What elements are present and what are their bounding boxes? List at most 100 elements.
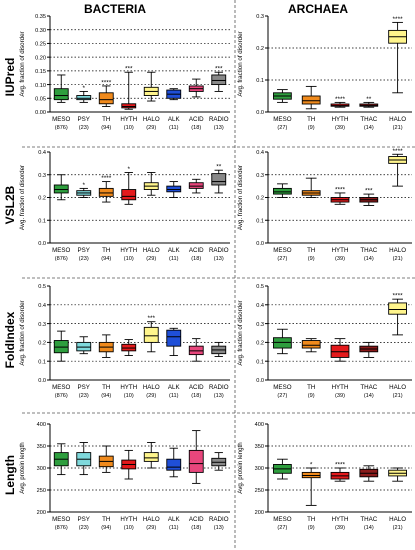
sample-count-label: (876) (55, 125, 68, 131)
box-th (98, 334, 114, 358)
x-tick-label: THAC (360, 384, 377, 391)
box-th (98, 445, 114, 473)
sample-count-label: (10) (124, 393, 134, 399)
significance-stars: * (82, 182, 85, 189)
y-tick-label: 0.5 (38, 284, 46, 290)
sample-count-label: (27) (277, 125, 287, 131)
box-halo: **** (388, 16, 407, 94)
y-tick-label: 0.3 (256, 14, 264, 20)
x-tick-label: TH (307, 384, 315, 391)
y-tick-label: 250 (255, 488, 264, 494)
box-meso (53, 330, 69, 362)
box-meso (53, 74, 69, 103)
x-tick-label: ALK (168, 116, 181, 123)
y-tick-label: 0.1 (256, 78, 264, 84)
x-tick-label: RADIO (209, 516, 229, 523)
y-tick-label: 0.2 (256, 341, 264, 347)
box-iqr (143, 326, 159, 343)
sample-count-label: (9) (308, 256, 315, 262)
significance-stars: * (82, 85, 85, 92)
x-tick-label: HYTH (120, 384, 137, 391)
box-halo: *** (143, 315, 159, 353)
y-tick-label: 400 (37, 422, 46, 428)
sample-count-label: (39) (335, 256, 345, 262)
box-alk (166, 88, 182, 101)
x-tick-label: TH (307, 516, 315, 523)
sample-count-label: (27) (277, 525, 287, 531)
y-tick-label: 250 (37, 488, 46, 494)
x-tick-label: ACID (189, 116, 204, 123)
row-title-foldindex: FoldIndex (3, 311, 17, 368)
sample-count-label: (94) (101, 256, 111, 262)
x-tick-label: PSY (78, 516, 90, 523)
x-tick-label: MESO (273, 247, 291, 254)
y-tick-label: 0.3 (256, 173, 264, 179)
y-tick-label: 0.2 (38, 196, 46, 202)
y-tick-label: 0.30 (35, 28, 46, 34)
y-tick-label: 0.5 (256, 284, 264, 290)
box-th: * (301, 462, 321, 506)
sample-count-label: (21) (393, 125, 403, 131)
y-tick-label: 0.05 (35, 96, 46, 102)
x-tick-label: HYTH (120, 516, 137, 523)
sample-count-label: (13) (214, 525, 224, 531)
sample-count-label: (21) (393, 525, 403, 531)
significance-stars: * (127, 166, 130, 173)
box-hyth (121, 449, 137, 480)
y-tick-label: 0.0 (256, 378, 264, 384)
significance-stars: *** (215, 66, 223, 73)
sample-count-label: (9) (308, 393, 315, 399)
x-tick-label: HALO (143, 247, 160, 254)
y-tick-label: 200 (255, 510, 264, 516)
sample-count-label: (14) (364, 125, 374, 131)
significance-stars: ** (366, 96, 372, 103)
box-halo: **** (388, 293, 407, 336)
x-tick-label: PSY (78, 116, 90, 123)
box-iqr (301, 95, 321, 105)
sample-count-label: (11) (169, 256, 179, 262)
y-tick-label: 0.0 (38, 378, 46, 384)
box-hyth: * (121, 166, 137, 205)
row-title-length: Length (3, 455, 17, 495)
y-tick-label: 200 (37, 510, 46, 516)
significance-stars: **** (393, 148, 404, 155)
sample-count-label: (94) (101, 525, 111, 531)
y-tick-label: 0.35 (35, 14, 46, 20)
sample-count-label: (18) (191, 393, 201, 399)
sample-count-label: (29) (146, 125, 156, 131)
box-iqr (211, 173, 227, 186)
x-tick-label: MESO (52, 116, 70, 123)
y-tick-label: 0.2 (256, 196, 264, 202)
x-tick-label: HYTH (332, 516, 349, 523)
box-iqr (211, 74, 227, 86)
x-tick-label: MESO (273, 516, 291, 523)
y-tick-label: 0.10 (35, 83, 46, 89)
x-tick-label: MESO (273, 116, 291, 123)
y-tick-label: 0.1 (256, 359, 264, 365)
x-tick-label: TH (307, 247, 315, 254)
box-hyth (330, 338, 350, 362)
y-tick-label: 0.15 (35, 69, 46, 75)
sample-count-label: (29) (146, 256, 156, 262)
y-tick-label: 0.2 (256, 46, 264, 52)
sample-count-label: (13) (214, 256, 224, 262)
box-iqr (98, 92, 114, 105)
y-tick-label: 350 (37, 444, 46, 450)
box-iqr (53, 88, 69, 101)
x-tick-label: THAC (360, 247, 377, 254)
x-tick-label: TH (102, 247, 110, 254)
y-tick-label: 0.1 (38, 218, 46, 224)
panel-bacteria-length: 200 250 300 350 400 Avg. protein length MESO (8… (19, 422, 230, 531)
sample-count-label: (9) (308, 525, 315, 531)
significance-stars: **** (101, 175, 112, 182)
box-thac (359, 341, 379, 358)
x-tick-label: HALO (143, 384, 160, 391)
sample-count-label: (18) (191, 525, 201, 531)
box-hyth: **** (330, 462, 350, 482)
y-tick-label: 0.1 (256, 218, 264, 224)
sample-count-label: (9) (308, 125, 315, 131)
box-acid (188, 430, 204, 484)
row-title-vsl2b: VSL2B (3, 185, 17, 224)
